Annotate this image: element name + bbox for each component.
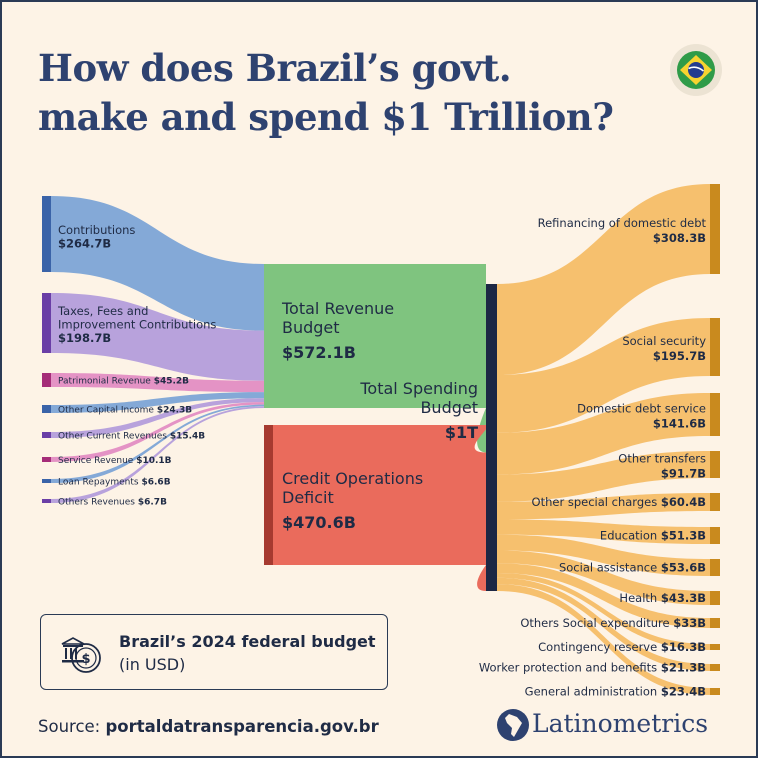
spending-node-bar	[710, 393, 720, 436]
brand-name: Latinometrics	[532, 709, 709, 738]
latin-america-map-icon	[497, 709, 529, 741]
spending-flow	[497, 550, 710, 605]
total-spending-value: $1T	[445, 423, 478, 442]
title-line-2: make and spend $1 Trillion?	[38, 95, 614, 139]
source-node-bar	[42, 432, 51, 438]
spending-value-label: $91.7B	[661, 467, 706, 481]
page-title: How does Brazil’s govt. make and spend $…	[38, 44, 638, 142]
svg-text:$: $	[81, 652, 90, 667]
spending-label: Domestic debt service	[577, 402, 706, 416]
source-flow	[51, 392, 264, 413]
spending-label: Others Social expenditure $33B	[520, 616, 706, 630]
info-box-subtitle: (in USD)	[119, 655, 186, 674]
revenue-node-label: Total Revenue Budget	[281, 299, 394, 337]
spending-label: Health $43.3B	[619, 591, 706, 605]
spending-node-bar	[710, 664, 720, 671]
source-flow	[51, 293, 264, 381]
source-label: Service Revenue $10.1B	[58, 456, 172, 466]
source-node-bar	[42, 499, 51, 503]
brand-logo: Latinometrics	[496, 708, 708, 746]
spending-label: Contingency reserve $16.3B	[538, 640, 706, 654]
source-flow	[51, 402, 264, 462]
source-node-bar	[42, 405, 51, 413]
spending-label: Education $51.3B	[600, 529, 706, 543]
spending-label: Social security	[622, 334, 706, 348]
source-label: Patrimonial Revenue $45.2B	[58, 377, 189, 387]
spending-value-label: $141.6B	[653, 417, 706, 431]
source-value-label: $198.7B	[58, 331, 111, 345]
spending-flow	[497, 572, 710, 650]
brazil-flag-icon	[670, 44, 722, 96]
revenue-node-value: $572.1B	[282, 343, 356, 362]
source-value-label: $264.7B	[58, 237, 111, 251]
source-label: Taxes, Fees and Improvement Contributions	[57, 304, 216, 332]
deficit-to-spending-flow	[264, 425, 488, 591]
spending-label: Other transfers	[618, 452, 706, 466]
spending-flow	[497, 184, 710, 376]
total-spending-bar	[486, 284, 497, 591]
spending-label: Social assistance $53.6B	[559, 561, 706, 575]
spending-flow	[497, 519, 710, 544]
spending-label: Other special charges $60.4B	[532, 495, 706, 509]
source-flow	[51, 373, 264, 393]
deficit-node-value: $470.6B	[282, 513, 356, 532]
source-node-bar	[42, 457, 51, 462]
source-label: Loan Repayments $6.6B	[58, 478, 171, 488]
source-flow	[51, 398, 264, 438]
spending-node-bar	[710, 184, 720, 274]
spending-flow	[497, 393, 710, 475]
total-spending-label: Total Spending Budget	[359, 379, 478, 417]
spending-label: Refinancing of domestic debt	[538, 216, 707, 230]
spending-node-bar	[710, 559, 720, 576]
spending-node-bar	[710, 527, 720, 544]
money-bag-coin-icon: $	[61, 637, 101, 673]
spending-node-bar	[710, 451, 720, 478]
source-flow	[51, 406, 264, 503]
spending-node-bar	[710, 318, 720, 376]
deficit-node-bar	[264, 425, 273, 565]
spending-flow	[497, 584, 710, 695]
title-line-1: How does Brazil’s govt.	[38, 46, 512, 90]
source-line: Source: portaldatransparencia.gov.br	[38, 717, 379, 736]
revenue-to-spending-flow	[264, 264, 486, 453]
spending-flow	[497, 451, 710, 502]
spending-node-bar	[710, 644, 720, 650]
info-box-title: Brazil’s 2024 federal budget	[119, 632, 376, 651]
source-node-bar	[42, 293, 51, 353]
source-label: Other Current Revenues $15.4B	[58, 432, 205, 442]
spending-node-bar	[710, 618, 720, 628]
source-flow	[51, 404, 264, 483]
spending-flow	[497, 318, 710, 433]
source-node-bar	[42, 196, 51, 272]
spending-flow	[497, 577, 710, 671]
spending-node-bar	[710, 688, 720, 695]
source-node-bar	[42, 373, 51, 387]
budget-info-box: $ Brazil’s 2024 federal budget (in USD)	[40, 614, 388, 690]
source-flow	[51, 196, 264, 331]
spending-node-bar	[710, 493, 720, 511]
spending-value-label: $308.3B	[653, 231, 706, 245]
spending-flow	[497, 493, 710, 520]
spending-label: Worker protection and benefits $21.3B	[479, 661, 706, 675]
deficit-node-label: Credit Operations Deficit	[282, 469, 423, 507]
source-node-bar	[42, 479, 51, 483]
source-label: Others Revenues $6.7B	[58, 498, 167, 508]
spending-value-label: $195.7B	[653, 349, 706, 363]
spending-flow	[497, 534, 710, 576]
spending-label: General administration $23.4B	[525, 685, 706, 699]
spending-node-bar	[710, 591, 720, 605]
spending-flow	[497, 563, 710, 628]
source-label: Other Capital Income $24.3B	[58, 406, 192, 416]
source-link[interactable]: portaldatransparencia.gov.br	[105, 717, 379, 736]
source-label: Contributions	[58, 223, 135, 237]
source-label: Source:	[38, 717, 101, 736]
